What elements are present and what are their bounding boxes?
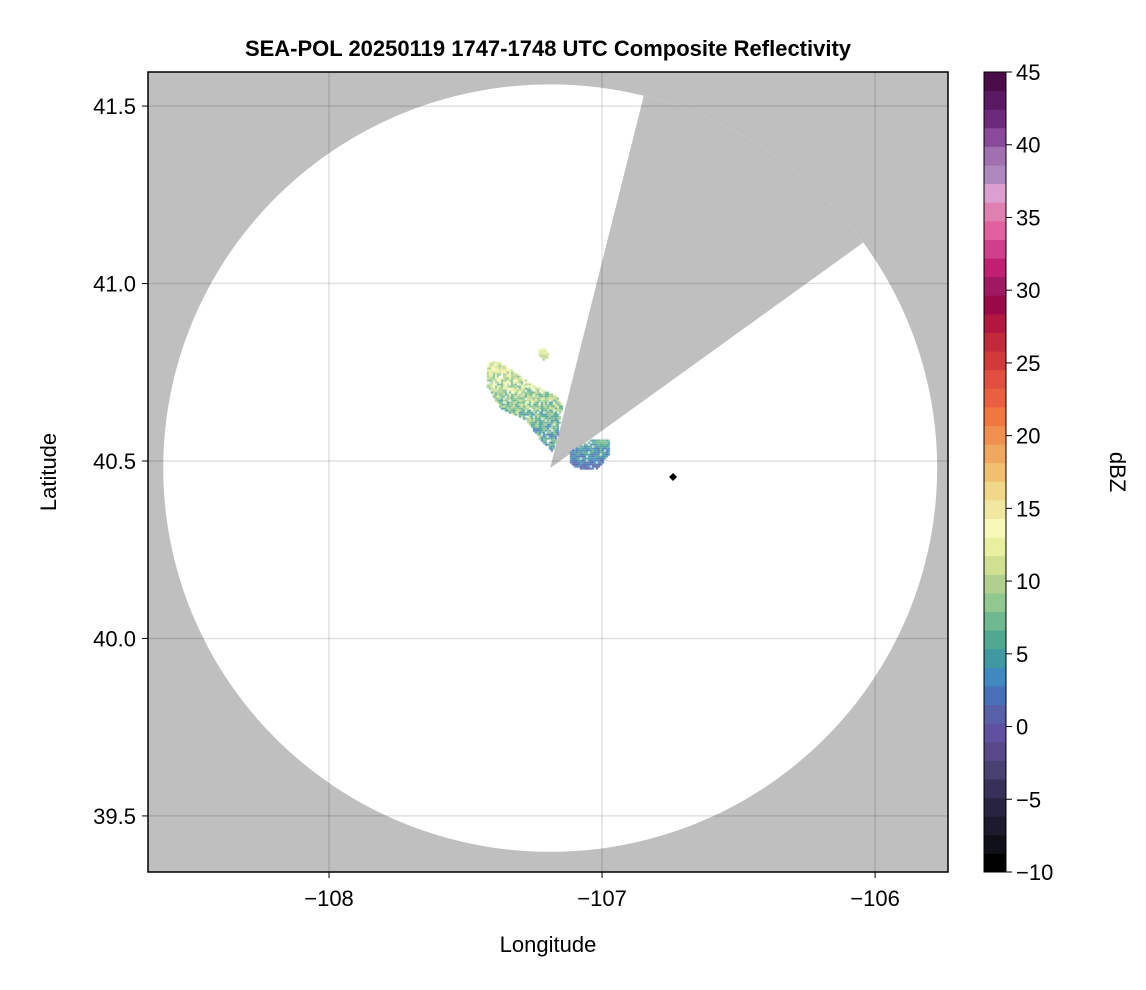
y-tick-label: 39.5: [93, 804, 136, 829]
colorbar-tick-label: 35: [1016, 205, 1040, 230]
colorbar-band: [984, 555, 1006, 575]
colorbar-tick-label: 15: [1016, 496, 1040, 521]
x-tick-label: −108: [304, 886, 354, 911]
colorbar-band: [984, 611, 1006, 631]
colorbar-tick-label: −5: [1016, 787, 1041, 812]
x-tick-label: −106: [850, 886, 900, 911]
colorbar-band: [984, 574, 1006, 594]
colorbar-band: [984, 760, 1006, 780]
colorbar-band: [984, 537, 1006, 557]
colorbar-band: [984, 72, 1006, 92]
x-axis: −108 −107 −106: [304, 872, 900, 911]
chart-title: SEA-POL 20250119 1747-1748 UTC Composite…: [245, 36, 852, 61]
colorbar-tick-label: 25: [1016, 351, 1040, 376]
x-axis-label: Longitude: [500, 932, 597, 957]
colorbar-tick-label: 45: [1016, 60, 1040, 85]
colorbar-band: [984, 816, 1006, 836]
colorbar-band: [984, 220, 1006, 240]
colorbar-band: [984, 258, 1006, 278]
colorbar-band: [984, 127, 1006, 147]
colorbar-band: [984, 462, 1006, 482]
colorbar-band: [984, 406, 1006, 426]
colorbar-band: [984, 685, 1006, 706]
colorbar-band: [984, 351, 1006, 371]
colorbar-tick-label: 30: [1016, 278, 1040, 303]
colorbar-band: [984, 797, 1006, 817]
colorbar-band: [984, 592, 1006, 613]
colorbar-band: [984, 388, 1006, 408]
colorbar-tick-label: −10: [1016, 860, 1053, 885]
colorbar-band: [984, 239, 1006, 259]
y-tick-label: 40.5: [93, 449, 136, 474]
colorbar-tick-label: 0: [1016, 715, 1028, 740]
reflectivity-echoes: [148, 72, 948, 872]
colorbar: −10 −5 0 5 10 15 20 25 30 35 40 45: [983, 60, 1053, 885]
colorbar-band: [984, 109, 1006, 129]
colorbar-tick-label: 5: [1016, 642, 1028, 667]
colorbar-band: [984, 704, 1006, 724]
colorbar-band: [984, 723, 1006, 743]
colorbar-band: [984, 444, 1006, 464]
colorbar-label: dBZ: [1105, 452, 1130, 492]
colorbar-band: [984, 667, 1006, 687]
colorbar-band: [984, 518, 1006, 538]
colorbar-band: [984, 165, 1006, 185]
colorbar-band: [984, 295, 1006, 315]
colorbar-tick-label: 20: [1016, 424, 1040, 449]
colorbar-band: [984, 183, 1006, 203]
colorbar-band: [984, 648, 1006, 668]
colorbar-band: [984, 778, 1006, 799]
colorbar-band: [984, 276, 1006, 296]
y-tick-label: 41.0: [93, 272, 136, 297]
y-axis-label: Latitude: [36, 433, 61, 511]
colorbar-band: [984, 146, 1006, 166]
y-tick-label: 40.0: [93, 626, 136, 651]
colorbar-band: [984, 369, 1006, 389]
colorbar-tick-label: 40: [1016, 133, 1040, 158]
colorbar-frame: [983, 71, 1007, 873]
colorbar-band: [984, 481, 1006, 501]
colorbar-band: [984, 202, 1006, 222]
x-tick-label: −107: [577, 886, 627, 911]
colorbar-band: [984, 853, 1006, 873]
y-axis: 39.5 40.0 40.5 41.0 41.5: [93, 94, 148, 829]
colorbar-band: [984, 834, 1006, 854]
colorbar-band: [984, 90, 1006, 110]
colorbar-band: [984, 425, 1006, 445]
colorbar-tick-label: 10: [1016, 569, 1040, 594]
colorbar-band: [984, 499, 1006, 520]
y-tick-label: 41.5: [93, 94, 136, 119]
colorbar-band: [984, 332, 1006, 352]
colorbar-band: [984, 741, 1006, 761]
colorbar-band: [984, 313, 1006, 333]
colorbar-band: [984, 630, 1006, 650]
